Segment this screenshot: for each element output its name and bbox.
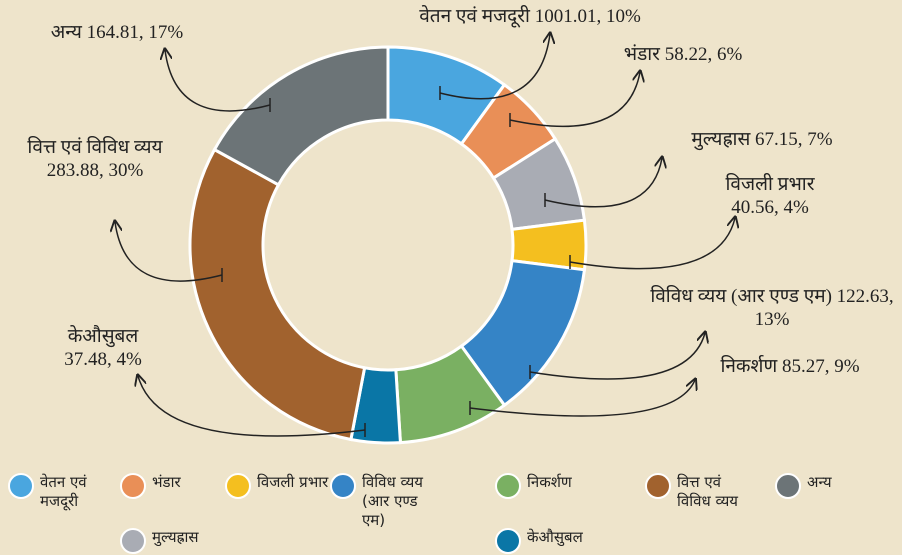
legend-label: निकर्शण	[527, 473, 607, 492]
legend-item: मुल्यह्रास	[120, 528, 232, 554]
callout-value: 37.48, 4%	[64, 348, 142, 370]
legend-text: विजली प्रभार	[257, 473, 329, 491]
legend-swatch	[775, 473, 801, 499]
callout-category: केऔसुबल	[67, 326, 139, 347]
callout-label: मुल्यह्रास 67.15, 7%	[652, 129, 872, 152]
callout-category: निकर्शण	[720, 356, 778, 377]
slice	[212, 45, 390, 187]
legend-swatch	[330, 473, 356, 499]
callout-category: विविध व्यय (आर एण्ड एम)	[650, 286, 832, 307]
legend-label: विजली प्रभार	[257, 473, 337, 492]
callout-arrow	[569, 218, 735, 270]
callout-value: 283.88, 30%	[46, 159, 144, 181]
callout-label: वित्त एवं विविध व्यय 283.88, 30%	[20, 137, 170, 183]
callout-category: मुल्यह्रास	[691, 129, 751, 150]
callout-category: अन्य	[50, 22, 82, 43]
callout-value: 1001.01, 10%	[534, 6, 641, 27]
legend-text: मुल्यह्रास	[152, 528, 199, 546]
callout-category: विजली प्रभार	[725, 174, 815, 195]
callout-arrow	[509, 72, 640, 128]
legend-swatch	[120, 528, 146, 554]
callout-arrow	[165, 50, 271, 112]
legend-label: वेतन एवं मजदूरी	[40, 473, 120, 511]
callout-label: विविध व्यय (आर एण्ड एम) 122.63, 13%	[637, 286, 902, 332]
callout-label: विजली प्रभार 40.56, 4%	[700, 174, 840, 220]
callout-value: 58.22, 6%	[664, 44, 743, 65]
callout-value: 122.63, 13%	[754, 286, 894, 330]
legend-swatch	[495, 473, 521, 499]
callout-value: 85.27, 9%	[781, 356, 860, 377]
callout-arrow	[439, 34, 550, 100]
legend-label: वित्त एवं विविध व्यय	[677, 473, 757, 511]
legend-item: भंडार	[120, 473, 232, 499]
legend-text: अन्य	[807, 473, 832, 491]
legend-item: विजली प्रभार	[225, 473, 337, 499]
legend-item: अन्य	[775, 473, 887, 499]
legend-item: वेतन एवं मजदूरी	[8, 473, 120, 511]
legend-swatch	[495, 528, 521, 554]
legend-text: भंडार	[152, 473, 181, 491]
legend-label: मुल्यह्रास	[152, 528, 232, 547]
legend-text: विविध व्यय (आर एण्ड एम)	[362, 473, 423, 529]
callout-arrow	[544, 158, 662, 208]
callout-arrow	[115, 222, 223, 282]
legend-item: वित्त एवं विविध व्यय	[645, 473, 757, 511]
callout-arrow	[469, 380, 695, 417]
slice	[188, 147, 367, 442]
legend-label: भंडार	[152, 473, 232, 492]
legend-swatch	[120, 473, 146, 499]
legend-item: विविध व्यय (आर एण्ड एम)	[330, 473, 442, 529]
legend-item: केऔसुबल	[495, 528, 607, 554]
callout-label: केऔसुबल 37.48, 4%	[48, 326, 158, 372]
legend-swatch	[8, 473, 34, 499]
callout-category: वेतन एवं मजदूरी	[419, 6, 530, 27]
legend-label: अन्य	[807, 473, 887, 492]
legend-text: वित्त एवं विविध व्यय	[677, 473, 738, 510]
callout-value: 164.81, 17%	[86, 22, 184, 43]
legend-label: केऔसुबल	[527, 528, 607, 547]
callout-arrow	[138, 376, 366, 437]
callout-label: अन्य 164.81, 17%	[17, 22, 217, 45]
callout-value: 67.15, 7%	[755, 129, 833, 150]
legend-text: केऔसुबल	[527, 528, 583, 546]
legend-swatch	[645, 473, 671, 499]
callout-label: वेतन एवं मजदूरी 1001.01, 10%	[360, 6, 700, 29]
callout-category: वित्त एवं विविध व्यय	[27, 137, 163, 158]
callout-label: भंडार 58.22, 6%	[583, 44, 783, 67]
callout-label: निकर्शण 85.27, 9%	[680, 356, 900, 379]
callout-value: 40.56, 4%	[731, 196, 809, 218]
legend-text: निकर्शण	[527, 473, 572, 491]
legend-swatch	[225, 473, 251, 499]
callout-arrow	[529, 333, 705, 380]
legend-label: विविध व्यय (आर एण्ड एम)	[362, 473, 442, 529]
legend-item: निकर्शण	[495, 473, 607, 499]
legend-text: वेतन एवं मजदूरी	[40, 473, 87, 510]
callout-category: भंडार	[623, 44, 660, 65]
